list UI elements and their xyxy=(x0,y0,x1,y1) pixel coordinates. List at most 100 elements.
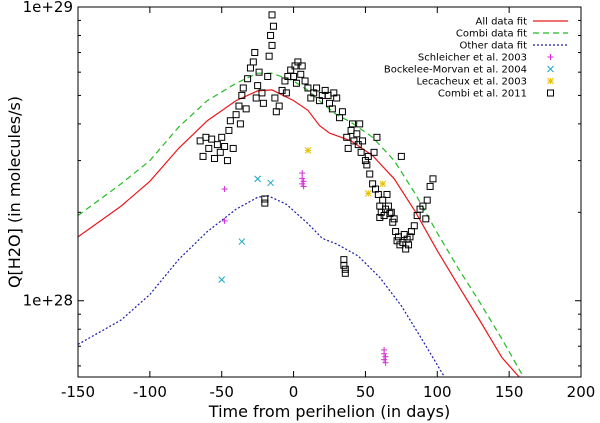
legend-sample-combi-et-al-2011 xyxy=(547,89,554,97)
legend-label-combi-et-al-2011: Combi et al. 2011 xyxy=(438,89,527,100)
combi-et-al-2011-point-87 xyxy=(373,133,381,141)
combi-et-al-2011-point-71 xyxy=(344,144,352,152)
combi-et-al-2011-point-15 xyxy=(235,102,243,110)
lecacheux-et-al-2003-point-1 xyxy=(364,190,372,197)
combi-et-al-2011-point-38 xyxy=(272,108,280,116)
combi-et-al-2011-point-85 xyxy=(370,148,378,156)
combi-et-al-2011-point-81 xyxy=(363,161,371,169)
schleicher-et-al-2003-point-10 xyxy=(381,356,388,363)
bockelee-morvan-et-al-2004-point-1 xyxy=(238,238,246,245)
lecacheux-et-al-2003-point-2 xyxy=(379,180,387,188)
combi-et-al-2011-point-75 xyxy=(353,130,361,138)
combi-et-al-2011-point-47 xyxy=(292,79,300,87)
combi-et-al-2011-point-36 xyxy=(269,22,277,30)
combi-et-al-2011-point-70 xyxy=(343,133,351,141)
combi-et-al-2011-point-90 xyxy=(376,214,384,222)
combi-et-al-2011-point-63 xyxy=(333,94,341,102)
combi-et-al-2011-point-113 xyxy=(410,222,418,230)
combi-et-al-2011-point-11 xyxy=(225,126,233,134)
combi-et-al-2011-point-7 xyxy=(216,148,224,156)
combi-et-al-2011-point-82 xyxy=(364,152,372,160)
combi-et-al-2011-point-20 xyxy=(244,75,252,83)
y-tick-label-1: 1e+29 xyxy=(23,0,73,16)
combi-data-fit-line xyxy=(78,72,525,377)
legend-label-other-data-fit: Other data fit xyxy=(460,41,528,52)
combi-et-al-2011-point-19 xyxy=(242,105,250,113)
legend-label-bockelee-morvan-et-al-2004: Bockelee-Morvan et al. 2004 xyxy=(384,65,527,76)
combi-et-al-2011-point-24 xyxy=(252,94,260,102)
combi-et-al-2011-point-21 xyxy=(246,64,254,72)
data-markers xyxy=(196,11,437,366)
combi-et-al-2011-point-51 xyxy=(301,77,309,85)
schleicher-et-al-2003-point-5 xyxy=(299,180,306,187)
combi-et-al-2011-point-68 xyxy=(341,265,349,273)
x-tick-label-0: -150 xyxy=(61,383,95,401)
combi-et-al-2011-point-2 xyxy=(202,133,210,141)
x-tick-label-2: -50 xyxy=(209,383,234,401)
bockelee-morvan-et-al-2004-point-3 xyxy=(267,179,274,187)
combi-et-al-2011-point-76 xyxy=(354,141,362,149)
combi-et-al-2011-point-65 xyxy=(338,108,346,116)
axis-ticks: -150 -100 -50 0 50 100 150 200 1e+28 1e+29 xyxy=(23,0,596,401)
combi-et-al-2011-point-13 xyxy=(229,144,237,152)
schleicher-et-al-2003-point-1 xyxy=(221,217,228,224)
combi-et-al-2011-point-32 xyxy=(265,52,273,60)
schleicher-et-al-2003-point-3 xyxy=(299,175,306,182)
combi-et-al-2011-point-45 xyxy=(290,72,298,80)
combi-et-al-2011-point-16 xyxy=(236,120,244,128)
x-tick-label-4: 50 xyxy=(356,383,375,401)
combi-et-al-2011-point-118 xyxy=(423,196,431,204)
combi-et-al-2011-point-22 xyxy=(249,58,257,66)
combi-et-al-2011-point-14 xyxy=(232,111,240,119)
combi-et-al-2011-point-4 xyxy=(208,135,216,143)
x-tick-label-5: 100 xyxy=(423,383,452,401)
combi-et-al-2011-point-72 xyxy=(347,126,355,134)
legend-label-combi-data-fit: Combi data fit xyxy=(456,29,527,40)
combi-et-al-2011-point-117 xyxy=(422,215,430,223)
combi-et-al-2011-point-25 xyxy=(254,82,262,90)
combi-et-al-2011-point-8 xyxy=(218,133,226,141)
schleicher-et-al-2003-point-11 xyxy=(382,359,389,366)
combi-et-al-2011-point-111 xyxy=(406,233,414,241)
combi-et-al-2011-point-10 xyxy=(223,157,231,165)
legend-sample-schleicher-et-al-2003 xyxy=(547,54,554,60)
fit-curves xyxy=(78,72,525,377)
combi-et-al-2011-point-23 xyxy=(251,49,259,57)
combi-et-al-2011-point-83 xyxy=(366,170,374,178)
x-tick-label-6: 150 xyxy=(495,383,524,401)
lecacheux-et-al-2003-point-0 xyxy=(304,147,312,154)
combi-et-al-2011-point-89 xyxy=(376,202,384,210)
combi-et-al-2011-point-0 xyxy=(196,137,204,145)
combi-et-al-2011-point-39 xyxy=(275,102,283,110)
legend-sample-lecacheux-et-al-2003 xyxy=(547,77,554,85)
combi-et-al-2011-point-95 xyxy=(383,190,391,198)
combi-et-al-2011-point-29 xyxy=(261,195,269,203)
combi-et-al-2011-point-120 xyxy=(429,175,437,183)
combi-et-al-2011-point-105 xyxy=(397,152,405,160)
legend-label-schleicher-et-al-2003: Schleicher et al. 2003 xyxy=(418,53,527,64)
combi-et-al-2011-point-3 xyxy=(205,144,213,152)
combi-et-al-2011-point-98 xyxy=(387,208,395,216)
combi-et-al-2011-point-69 xyxy=(341,269,349,277)
schleicher-et-al-2003-point-8 xyxy=(381,350,388,357)
schleicher-et-al-2003-point-0 xyxy=(221,186,228,193)
combi-et-al-2011-point-37 xyxy=(271,94,279,102)
combi-et-al-2011-point-97 xyxy=(386,210,394,218)
y-axis-title: Q[H2O] (in molecules/s) xyxy=(5,96,24,288)
combi-et-al-2011-point-33 xyxy=(267,31,275,39)
legend-label-all-data-fit: All data fit xyxy=(476,17,528,28)
combi-et-al-2011-point-100 xyxy=(390,215,398,223)
combi-et-al-2011-point-79 xyxy=(359,137,367,145)
other-data-fit-line xyxy=(78,194,446,377)
combi-et-al-2011-point-30 xyxy=(261,199,269,207)
combi-et-al-2011-point-52 xyxy=(304,84,312,92)
y-tick-label-0: 1e+28 xyxy=(23,292,73,310)
combi-et-al-2011-point-18 xyxy=(239,84,247,92)
schleicher-et-al-2003-point-2 xyxy=(299,170,306,177)
combi-et-al-2011-point-119 xyxy=(426,182,434,190)
combi-et-al-2011-point-66 xyxy=(340,256,348,264)
combi-et-al-2011-point-34 xyxy=(268,41,276,49)
x-axis-title: Time from perihelion (in days) xyxy=(208,402,450,421)
